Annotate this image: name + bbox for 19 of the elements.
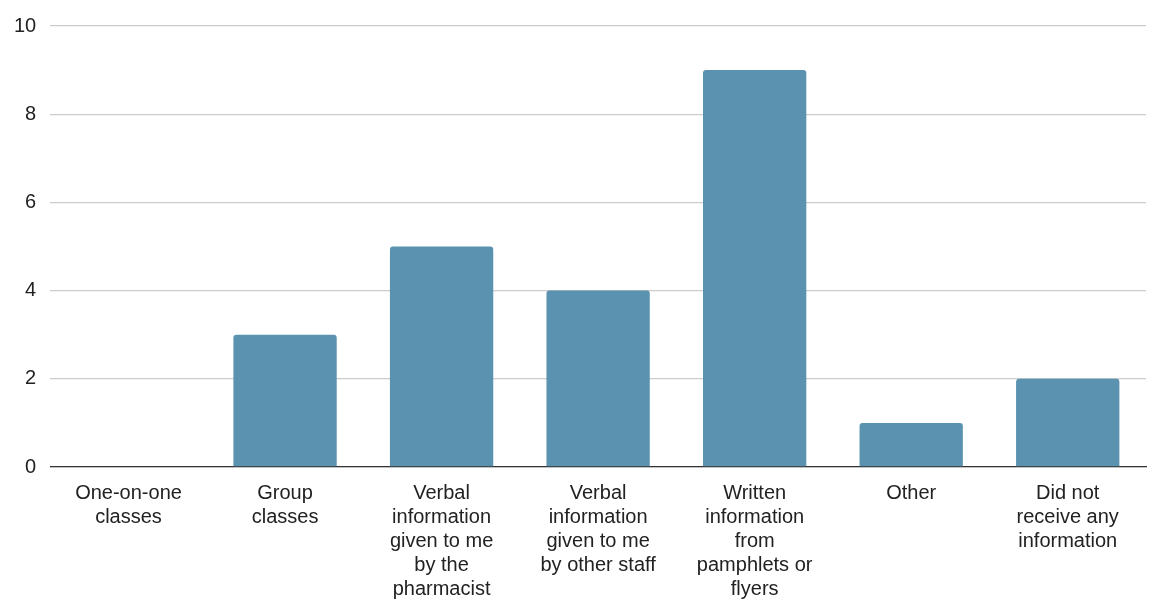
x-tick-label: Written information from pamphlets or flyers: [696, 480, 813, 599]
x-tick-label: Verbal information given to me by the pharmacist: [389, 480, 494, 599]
bar: [546, 290, 650, 467]
y-tick-label: 0: [25, 454, 37, 477]
bar: [233, 334, 337, 467]
y-tick-label: 8: [25, 101, 37, 124]
x-tick-label: Did not receive any information: [1016, 480, 1119, 551]
y-tick-label: 4: [25, 278, 37, 301]
x-tick-label: One-on-one classes: [75, 480, 182, 527]
y-tick-label: 2: [25, 366, 37, 389]
x-tick-label: Other: [886, 480, 937, 503]
x-tick-label: Verbal information given to me by other staff: [540, 480, 657, 575]
bar: [1016, 378, 1120, 467]
x-tick-label: Group classes: [251, 480, 319, 527]
bar: [859, 422, 963, 467]
bar: [703, 70, 807, 467]
bar: [389, 246, 494, 467]
y-tick-label: 10: [14, 13, 37, 36]
y-tick-label: 6: [25, 189, 37, 212]
